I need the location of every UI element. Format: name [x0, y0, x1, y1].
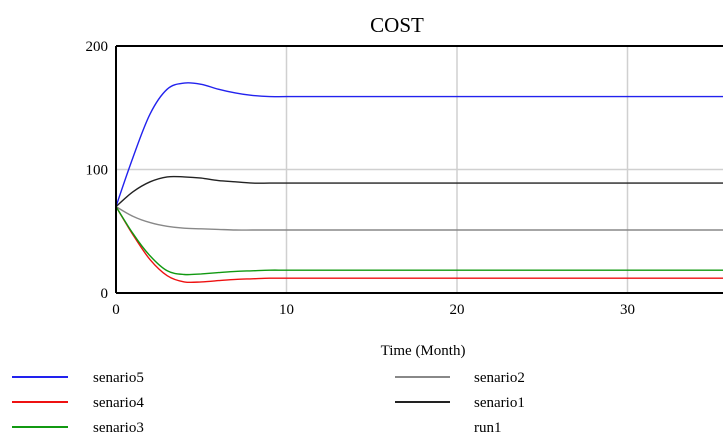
x-tick-label: 10 [279, 302, 294, 318]
x-tick-label: 0 [112, 302, 120, 318]
chart-title: COST [370, 13, 424, 37]
series-line-senario4 [115, 206, 723, 284]
legend-label-senario4: senario4 [93, 395, 144, 411]
series-line-senario1 [115, 175, 723, 208]
y-tick-label: 100 [86, 163, 109, 179]
series-line-senario3 [115, 206, 723, 276]
legend-label-senario1: senario1 [474, 395, 525, 411]
y-tick-label: 200 [86, 39, 109, 55]
series-line-senario2 [115, 205, 723, 231]
axes [115, 45, 723, 294]
series-line-senario5 [115, 82, 723, 207]
y-tick-label: 0 [101, 286, 109, 302]
tick-labels: 0 10 20 30 0 100 200 [86, 39, 636, 318]
legend-label-senario2: senario2 [474, 370, 525, 386]
legend: senario5 senario4 senario3 senario2 senario1… [12, 370, 525, 436]
x-axis-label: Time (Month) [381, 343, 466, 359]
legend-label-run1: run1 [474, 420, 502, 436]
x-tick-label: 20 [450, 302, 465, 318]
grid-lines [116, 46, 723, 293]
series-lines [115, 82, 723, 284]
legend-label-senario3: senario3 [93, 420, 144, 436]
x-tick-label: 30 [620, 302, 635, 318]
legend-label-senario5: senario5 [93, 370, 144, 386]
